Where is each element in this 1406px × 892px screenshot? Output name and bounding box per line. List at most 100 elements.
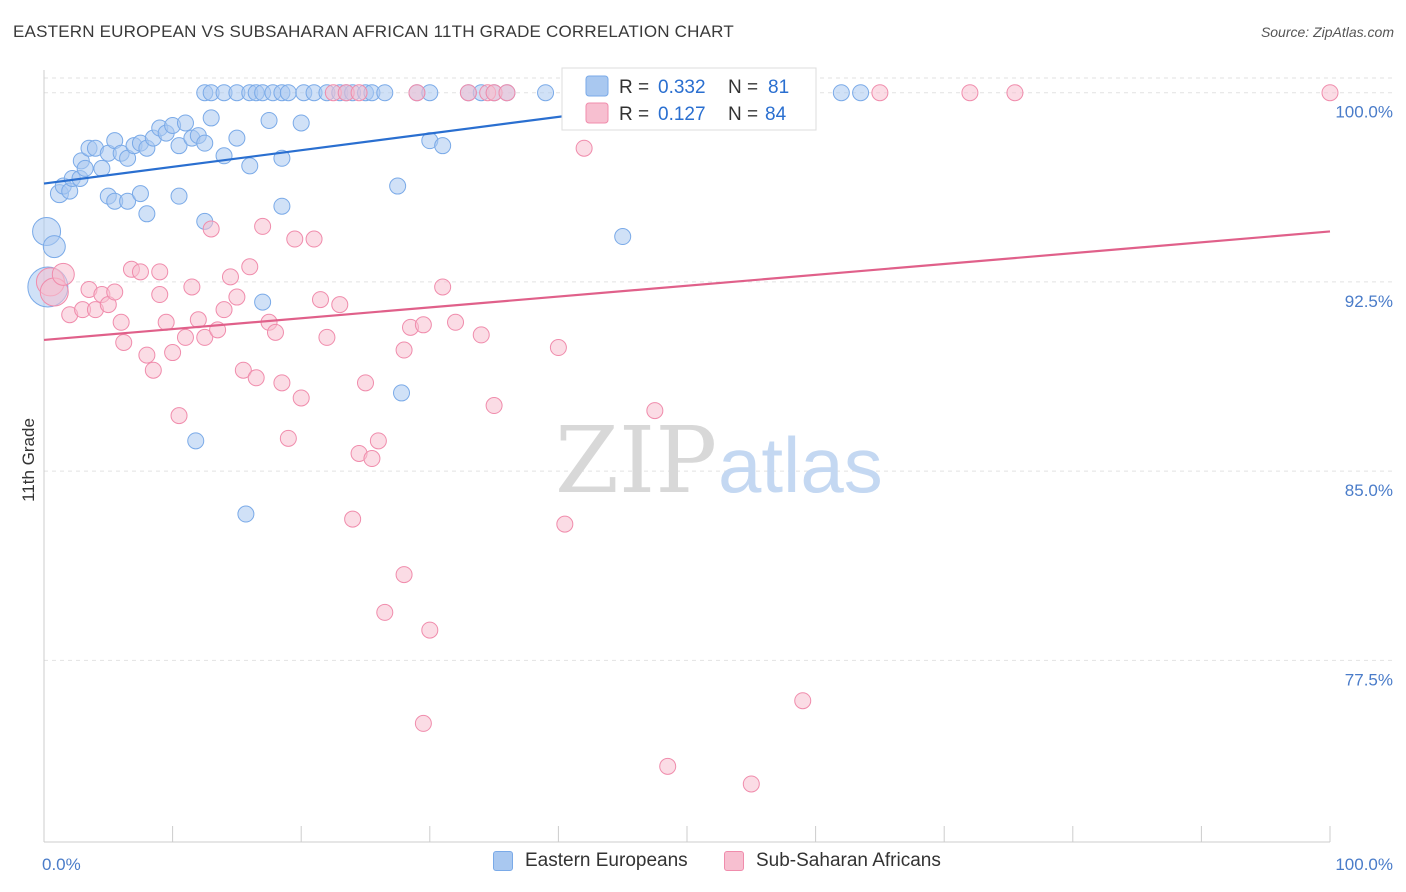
point-sub-saharan-african <box>395 566 413 584</box>
point-sub-saharan-african <box>871 84 889 102</box>
point-sub-saharan-african <box>266 323 284 341</box>
point-sub-saharan-african <box>157 313 175 331</box>
legend-item-sub-saharan-africans[interactable]: Sub-Saharan Africans <box>724 850 941 872</box>
point-sub-saharan-african <box>305 230 323 248</box>
y-tick-label: 85.0% <box>1345 481 1393 500</box>
tick-labels: 100.0% 92.5% 85.0% 77.5% 0.0% 100.0% <box>42 103 1393 874</box>
point-sub-saharan-african <box>1321 84 1339 102</box>
point-sub-saharan-african <box>112 313 130 331</box>
point-eastern-european <box>537 84 555 102</box>
point-eastern-european <box>260 111 278 129</box>
legend-r-value-subsaharan: 0.127 <box>658 104 706 125</box>
point-eastern-european <box>273 197 291 215</box>
point-sub-saharan-african <box>234 361 252 379</box>
point-eastern-european <box>254 293 272 311</box>
point-sub-saharan-african <box>106 283 124 301</box>
point-sub-saharan-african <box>414 316 432 334</box>
point-sub-saharan-african <box>472 326 490 344</box>
legend-label: Eastern Europeans <box>525 850 688 871</box>
x-tick-label-max: 100.0% <box>1335 855 1393 874</box>
point-sub-saharan-african <box>170 407 188 425</box>
point-sub-saharan-african <box>138 346 156 364</box>
point-sub-saharan-african <box>144 361 162 379</box>
point-eastern-european <box>42 235 66 259</box>
point-sub-saharan-african <box>414 714 432 732</box>
point-sub-saharan-african <box>247 369 265 387</box>
legend-item-eastern-europeans[interactable]: Eastern Europeans <box>493 850 688 872</box>
y-tick-label: 77.5% <box>1345 670 1393 689</box>
point-sub-saharan-african <box>215 301 233 319</box>
point-sub-saharan-african <box>646 402 664 420</box>
point-sub-saharan-african <box>421 621 439 639</box>
point-eastern-european <box>376 84 394 102</box>
legend-n-label-eastern: N = <box>728 77 758 98</box>
point-sub-saharan-african <box>183 278 201 296</box>
point-sub-saharan-african <box>350 84 368 102</box>
point-sub-saharan-african <box>176 328 194 346</box>
point-eastern-european <box>237 505 255 523</box>
axes <box>43 70 1331 843</box>
chart-title: EASTERN EUROPEAN VS SUBSAHARAN AFRICAN 1… <box>13 22 734 41</box>
point-sub-saharan-african <box>151 286 169 304</box>
source-label: Source: ZipAtlas.com <box>1260 24 1394 40</box>
legend-label: Sub-Saharan Africans <box>756 850 941 871</box>
point-eastern-european <box>852 84 870 102</box>
point-sub-saharan-african <box>659 757 677 775</box>
stats-legend: R = 0.332 N = 81 R = 0.127 N = 84 <box>561 67 817 131</box>
point-sub-saharan-african <box>115 333 133 351</box>
point-sub-saharan-african <box>357 374 374 392</box>
legend-r-label-subsaharan: R = <box>619 104 649 125</box>
trend-line-sub-saharan-african <box>43 230 1331 342</box>
point-sub-saharan-african <box>363 450 381 468</box>
legend-r-label-eastern: R = <box>619 77 649 98</box>
point-sub-saharan-african <box>447 313 465 331</box>
point-sub-saharan-african <box>556 515 574 533</box>
point-sub-saharan-african <box>434 278 452 296</box>
legend-n-value-eastern: 81 <box>768 77 789 98</box>
point-sub-saharan-african <box>344 510 362 528</box>
legend-swatch-subsaharan <box>585 102 609 124</box>
point-sub-saharan-african <box>1006 84 1024 102</box>
point-eastern-european <box>76 159 94 177</box>
point-eastern-european <box>614 228 632 246</box>
watermark-zip: ZIP <box>555 407 717 514</box>
point-sub-saharan-african <box>286 230 304 248</box>
legend-swatch-eastern <box>585 75 609 97</box>
point-eastern-european <box>292 114 310 132</box>
point-sub-saharan-african <box>961 84 979 102</box>
point-eastern-european <box>241 157 259 175</box>
legend-swatch <box>493 851 513 871</box>
point-sub-saharan-african <box>485 397 503 415</box>
point-sub-saharan-african <box>408 84 426 102</box>
watermark-atlas: atlas <box>718 421 883 509</box>
point-sub-saharan-african <box>575 139 593 157</box>
point-eastern-european <box>170 137 188 155</box>
point-eastern-european <box>138 205 156 223</box>
point-sub-saharan-african <box>151 263 169 281</box>
legend-swatch <box>724 851 744 871</box>
point-sub-saharan-african <box>273 374 291 392</box>
point-sub-saharan-african <box>51 262 75 286</box>
point-sub-saharan-african <box>131 263 149 281</box>
point-sub-saharan-african <box>311 291 329 309</box>
legend-n-value-subsaharan: 84 <box>765 104 787 125</box>
point-sub-saharan-african <box>254 217 272 235</box>
x-tick-label-min: 0.0% <box>42 855 81 874</box>
point-sub-saharan-african <box>221 268 239 286</box>
point-sub-saharan-african <box>228 288 246 306</box>
point-eastern-european <box>279 84 297 102</box>
point-sub-saharan-african <box>331 296 349 314</box>
point-eastern-european <box>187 432 205 450</box>
point-sub-saharan-african <box>395 341 413 359</box>
point-eastern-european <box>832 84 850 102</box>
point-eastern-european <box>119 192 137 210</box>
point-eastern-european <box>170 187 188 205</box>
point-sub-saharan-african <box>459 84 477 102</box>
series-legend: Eastern Europeans Sub-Saharan Africans <box>0 850 1406 880</box>
point-sub-saharan-african <box>794 692 812 710</box>
point-sub-saharan-african <box>369 432 387 450</box>
point-eastern-european <box>176 114 194 132</box>
legend-r-value-eastern: 0.332 <box>658 77 706 98</box>
point-sub-saharan-african <box>202 220 220 238</box>
